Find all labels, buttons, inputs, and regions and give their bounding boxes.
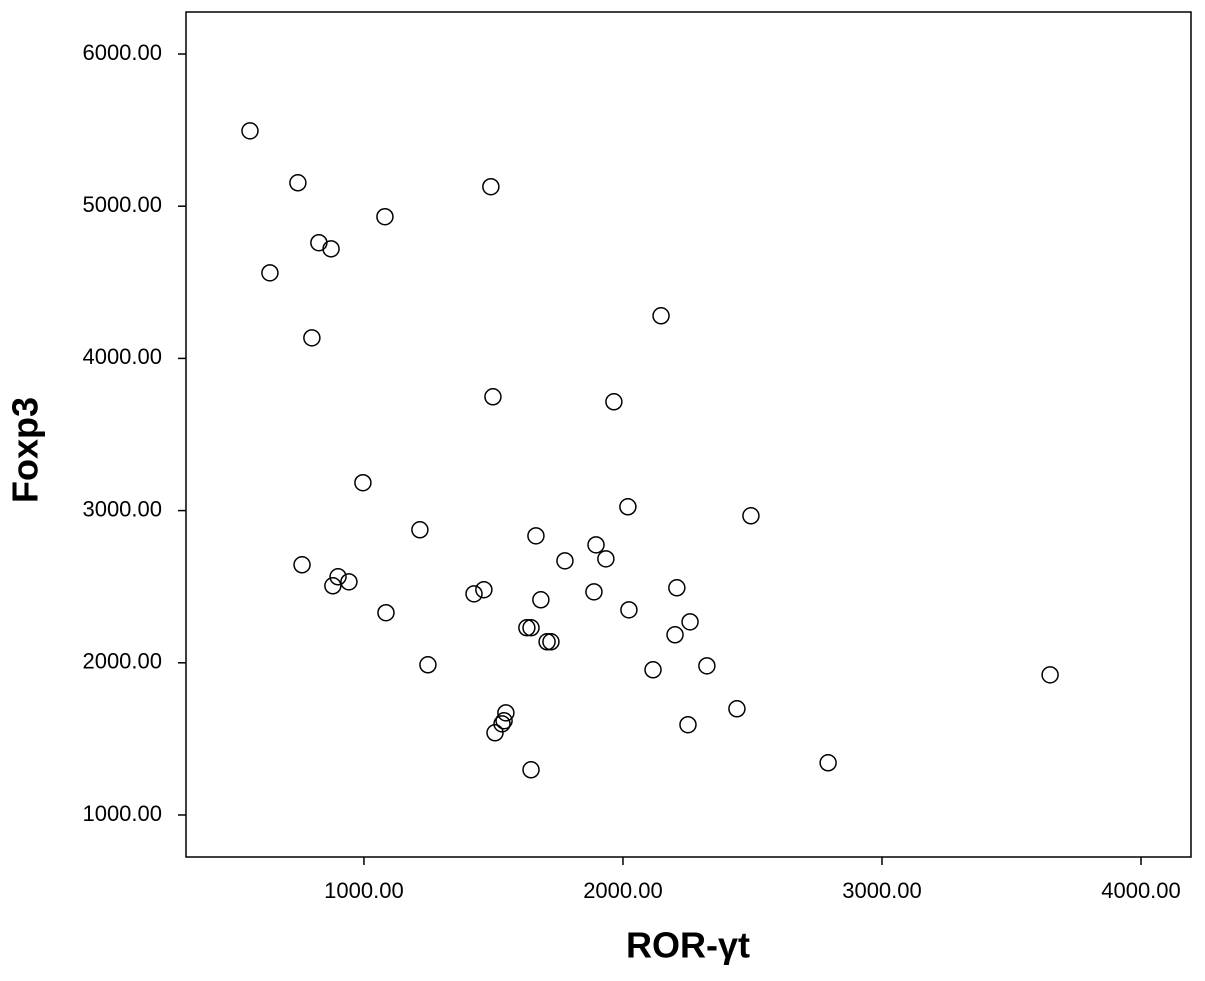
point	[241, 122, 259, 140]
point	[376, 207, 394, 226]
point	[465, 585, 483, 603]
point	[1041, 666, 1059, 684]
point	[322, 240, 340, 258]
point	[556, 552, 574, 570]
point	[486, 724, 504, 742]
point	[261, 264, 279, 282]
point	[493, 715, 511, 733]
point	[538, 633, 556, 651]
point	[532, 591, 550, 609]
point	[522, 761, 540, 779]
x-tick-label: 4000.00	[1101, 878, 1181, 903]
point	[289, 174, 307, 192]
point	[377, 603, 395, 622]
x-axis-title: ROR-γt	[626, 925, 750, 966]
plot-frame	[185, 11, 1192, 858]
point	[620, 601, 638, 619]
point	[819, 754, 837, 772]
y-tick-label: 3000.00	[82, 496, 162, 521]
point	[527, 527, 545, 545]
point	[518, 619, 536, 637]
point	[605, 393, 623, 411]
point	[587, 536, 605, 554]
point	[644, 661, 662, 679]
x-tick-label: 1000.00	[324, 878, 404, 903]
point	[484, 388, 502, 406]
point	[679, 715, 697, 734]
point	[681, 613, 699, 631]
y-tick-label: 1000.00	[82, 801, 162, 826]
point	[742, 507, 760, 525]
point	[522, 619, 540, 637]
point	[668, 579, 686, 597]
point	[497, 704, 515, 722]
point	[475, 580, 493, 599]
point	[597, 550, 615, 568]
point	[324, 577, 342, 595]
point	[419, 656, 437, 674]
x-tick-label: 3000.00	[842, 878, 922, 903]
point	[329, 568, 347, 586]
point	[340, 573, 358, 591]
point	[354, 473, 372, 492]
point	[482, 177, 500, 196]
y-tick-label: 4000.00	[82, 344, 162, 369]
point	[411, 521, 429, 539]
point	[495, 712, 513, 730]
point	[619, 498, 637, 516]
point	[652, 307, 670, 325]
point	[303, 329, 321, 347]
point	[666, 626, 684, 644]
point	[585, 583, 603, 601]
point	[293, 556, 311, 574]
point	[310, 233, 328, 252]
y-tick-label: 2000.00	[82, 649, 162, 674]
point	[728, 700, 746, 718]
y-tick-label: 6000.00	[82, 40, 162, 65]
y-axis-title: Foxp3	[5, 397, 46, 503]
y-tick-label: 5000.00	[82, 192, 162, 217]
point	[542, 633, 560, 651]
point	[698, 657, 716, 675]
x-tick-label: 2000.00	[583, 878, 663, 903]
